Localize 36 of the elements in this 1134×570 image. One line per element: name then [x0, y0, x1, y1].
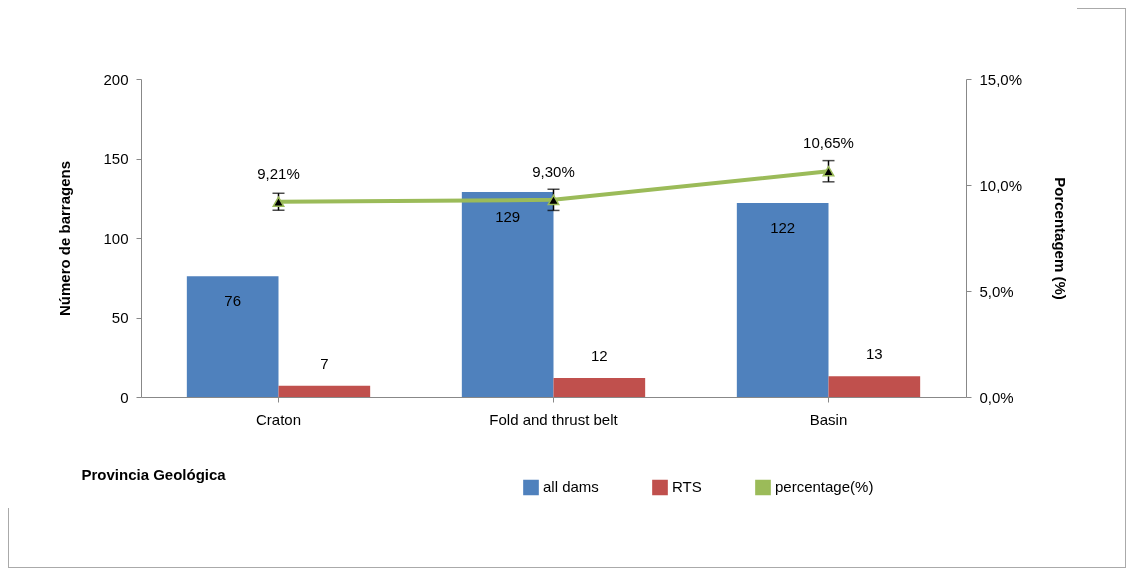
- y2-tick-label: 10,0%: [979, 176, 1023, 194]
- data-label: 13: [865, 345, 883, 363]
- y2-tick-label: 0,0%: [979, 388, 1014, 406]
- y2-tick-label: 5,0%: [979, 282, 1014, 300]
- data-label: 76: [224, 292, 242, 310]
- y-tick-label: 200: [103, 70, 129, 88]
- data-label: 12: [590, 346, 608, 364]
- bar: [278, 385, 371, 397]
- y-tick-label: 150: [103, 150, 129, 167]
- bar: [553, 377, 646, 397]
- y-tick-label: 100: [103, 229, 129, 247]
- point: [547, 194, 560, 206]
- bar: [736, 203, 829, 397]
- data-label: 7: [320, 354, 329, 372]
- bar: [461, 191, 554, 397]
- y-tick-label: 0: [120, 388, 129, 406]
- y-tick-label: 50: [111, 309, 129, 326]
- bar: [186, 276, 279, 397]
- data-label: 129: [495, 207, 521, 225]
- legend-label: all dams: [543, 478, 599, 496]
- x-tick-label: Craton: [255, 410, 302, 428]
- point: [822, 165, 835, 177]
- data-label: 10,65%: [803, 134, 854, 152]
- bar: [828, 376, 921, 397]
- y2-axis-title: Porcentagem (%): [1052, 177, 1070, 300]
- data-label: 9,21%: [257, 164, 300, 182]
- legend-label: percentage(%): [775, 478, 874, 496]
- x-axis-title: Provincia Geológica: [81, 465, 227, 483]
- data-label: 9,30%: [532, 162, 575, 180]
- x-tick-label: Basin: [809, 410, 848, 428]
- legend-label: RTS: [672, 478, 702, 496]
- y-axis-title: Número de barragens: [56, 160, 74, 317]
- x-tick-label: Fold and thrust belt: [489, 410, 619, 428]
- point: [272, 196, 285, 208]
- y2-tick-label: 15,0%: [979, 70, 1023, 88]
- data-label: 122: [770, 219, 796, 237]
